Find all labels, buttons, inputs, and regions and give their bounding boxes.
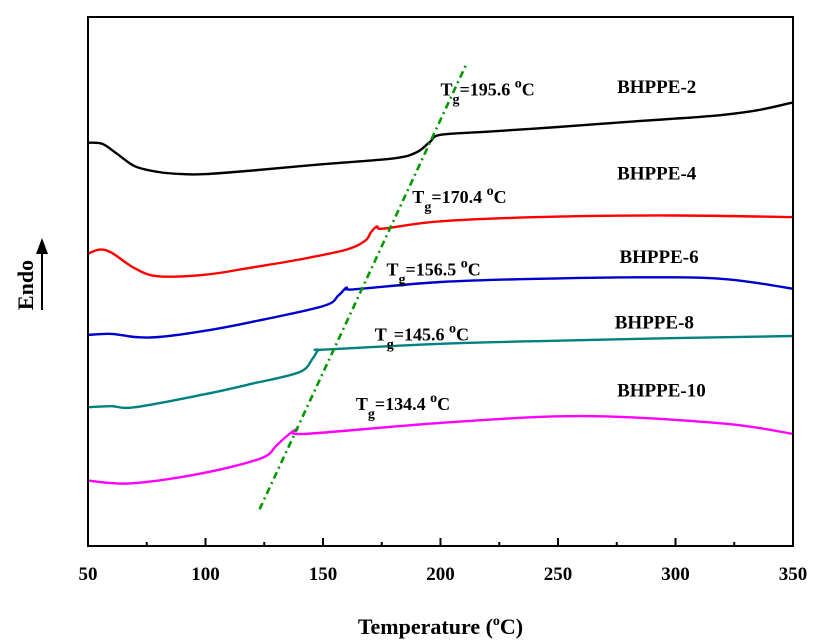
tg-annotation-bhppe-8: Tg=145.6 oC <box>375 322 469 353</box>
series-line-bhppe-4 <box>87 214 794 278</box>
series-label-bhppe-2: BHPPE-2 <box>617 77 696 98</box>
series-line-bhppe-2 <box>87 101 794 176</box>
annotations-group: Tg=195.6 oC Tg=170.4 oC Tg=156.5 oC Tg=145.… <box>356 77 706 422</box>
y-axis-title: Endo <box>13 260 38 310</box>
x-axis-title-text: Temperature ( <box>358 614 493 639</box>
x-tick-label: 50 <box>79 564 98 585</box>
series-label-bhppe-10: BHPPE-10 <box>617 381 706 402</box>
tg-annotation-bhppe-10: Tg=134.4 oC <box>356 391 450 422</box>
series-line-bhppe-6 <box>87 276 794 339</box>
series-line-bhppe-10 <box>87 414 794 485</box>
tg-annotation-bhppe-6: Tg=156.5 oC <box>386 257 480 288</box>
tg-trend-line <box>258 63 468 510</box>
tg-annotation-bhppe-2: Tg=195.6 oC <box>441 77 535 108</box>
x-tick-label: 200 <box>426 564 455 585</box>
x-axis-title-degree: o <box>493 614 500 629</box>
x-tick-label: 100 <box>191 564 220 585</box>
series-label-bhppe-6: BHPPE-6 <box>619 247 698 268</box>
x-axis-ticks: 50 100 150 200 250 300 350 <box>79 538 808 585</box>
x-tick-label: 300 <box>661 564 690 585</box>
x-tick-label: 250 <box>544 564 573 585</box>
series-line-bhppe-8 <box>87 334 794 410</box>
x-tick-label: 350 <box>779 564 808 585</box>
curves-group <box>87 101 794 485</box>
endo-arrow-icon <box>36 238 48 310</box>
x-tick-label: 150 <box>309 564 338 585</box>
series-label-bhppe-8: BHPPE-8 <box>615 313 694 334</box>
tg-trend-group <box>258 63 468 510</box>
x-axis-title-unit: C) <box>500 614 523 639</box>
series-label-bhppe-4: BHPPE-4 <box>617 163 697 184</box>
tg-annotation-bhppe-4: Tg=170.4 oC <box>412 184 506 215</box>
x-axis-title: Temperature (oC) <box>358 614 523 639</box>
